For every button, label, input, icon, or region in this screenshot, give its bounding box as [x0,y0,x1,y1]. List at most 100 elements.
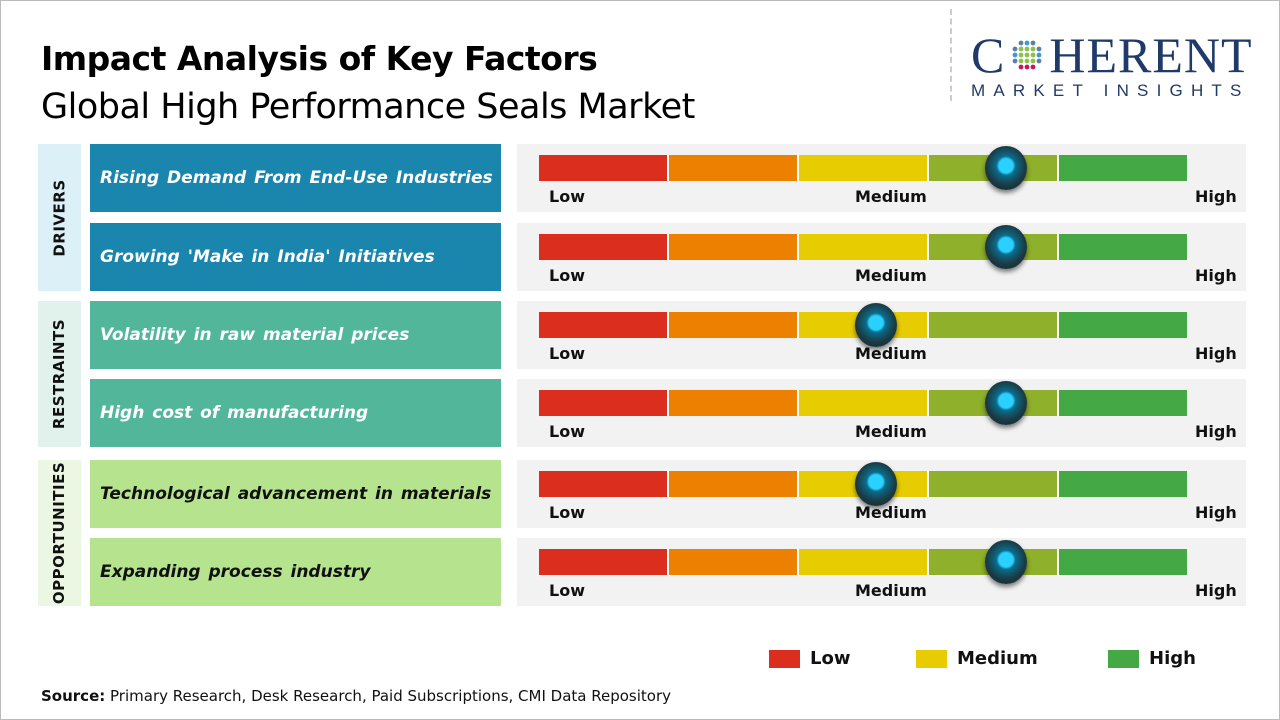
scale-low-label: Low [549,422,585,441]
scale-segment [1059,390,1187,416]
impact-meter: Low Medium High [517,223,1246,291]
source-note: Source: Primary Research, Desk Research,… [41,687,671,705]
divider [950,9,952,101]
logo-dot [1036,46,1042,52]
globe-logo-icon [1012,40,1042,70]
impact-level-knob [984,146,1027,190]
impact-scale-bar [539,155,1187,181]
impact-level-knob [854,462,897,506]
logo-dot [1018,64,1024,70]
logo-dot [1030,46,1036,52]
impact-scale-bar [539,390,1187,416]
logo-dot [1030,64,1036,70]
scale-segment [799,234,929,260]
source-text: Primary Research, Desk Research, Paid Su… [105,687,672,705]
logo-dot [1012,58,1018,64]
scale-segment [929,312,1059,338]
scale-medium-label: Medium [855,266,927,285]
scale-high-label: High [1195,266,1237,285]
logo-tagline: MARKET INSIGHTS [971,81,1250,100]
logo-dot [1036,52,1042,58]
impact-meter: Low Medium High [517,460,1246,528]
scale-medium-label: Medium [855,581,927,600]
scale-segment [539,471,669,497]
source-label: Source: [41,687,106,705]
logo-dot [1012,46,1018,52]
scale-segment [669,471,799,497]
scale-segment [929,471,1059,497]
scale-segment [539,155,669,181]
impact-scale-bar [539,549,1187,575]
impact-scale-bar [539,471,1187,497]
scale-high-label: High [1195,187,1237,206]
group-label-opportunities: OPPORTUNITIES [38,460,81,606]
scale-low-label: Low [549,187,585,206]
group-label-drivers: DRIVERS [38,144,81,291]
scale-high-label: High [1195,581,1237,600]
factor-label: Expanding process industry [90,538,501,606]
logo-dot [1024,58,1030,64]
scale-segment [1059,549,1187,575]
legend-item: High [1108,648,1196,669]
scale-segment [539,234,669,260]
scale-high-label: High [1195,344,1237,363]
scale-segment [1059,312,1187,338]
scale-segment [1059,234,1187,260]
logo-dot [1018,40,1024,46]
scale-segment [539,390,669,416]
scale-segment [799,155,929,181]
scale-segment [799,390,929,416]
legend-swatch [1108,649,1139,668]
scale-segment [669,390,799,416]
logo-dot [1018,52,1024,58]
scale-high-label: High [1195,422,1237,441]
impact-meter: Low Medium High [517,144,1246,212]
scale-segment [1059,155,1187,181]
scale-segment [669,312,799,338]
legend-swatch [769,649,800,668]
impact-level-knob [854,303,897,347]
impact-scale-bar [539,312,1187,338]
logo-dot [1030,58,1036,64]
logo-dot [1024,40,1030,46]
scale-segment [669,155,799,181]
scale-segment [1059,471,1187,497]
company-logo: C HERENT MARKET INSIGHTS [971,30,1261,101]
scale-low-label: Low [549,503,585,522]
factor-label: Volatility in raw material prices [90,301,501,369]
impact-level-knob [984,225,1027,269]
scale-segment [539,549,669,575]
legend-item: Low [769,648,850,669]
page-subtitle: Global High Performance Seals Market [41,87,695,127]
logo-dot [1036,58,1042,64]
impact-meter: Low Medium High [517,379,1246,447]
scale-segment [539,312,669,338]
scale-low-label: Low [549,344,585,363]
factor-label: High cost of manufacturing [90,379,501,447]
scale-segment [669,234,799,260]
scale-low-label: Low [549,266,585,285]
logo-dot [1030,52,1036,58]
impact-level-knob [984,540,1027,584]
impact-meter: Low Medium High [517,538,1246,606]
scale-medium-label: Medium [855,503,927,522]
impact-meter: Low Medium High [517,301,1246,369]
scale-segment [669,549,799,575]
factor-label: Growing 'Make in India' Initiatives [90,223,501,291]
logo-dot [1012,52,1018,58]
scale-medium-label: Medium [855,187,927,206]
logo-dot [1024,52,1030,58]
scale-medium-label: Medium [855,422,927,441]
scale-segment [799,549,929,575]
logo-dot [1030,40,1036,46]
impact-level-knob [984,381,1027,425]
legend-item: Medium [916,648,1038,669]
group-label-restraints: RESTRAINTS [38,301,81,447]
logo-dot [1018,58,1024,64]
logo-dot [1024,46,1030,52]
scale-high-label: High [1195,503,1237,522]
logo-dot [1024,64,1030,70]
impact-scale-bar [539,234,1187,260]
scale-low-label: Low [549,581,585,600]
factor-label: Technological advancement in materials [90,460,501,528]
